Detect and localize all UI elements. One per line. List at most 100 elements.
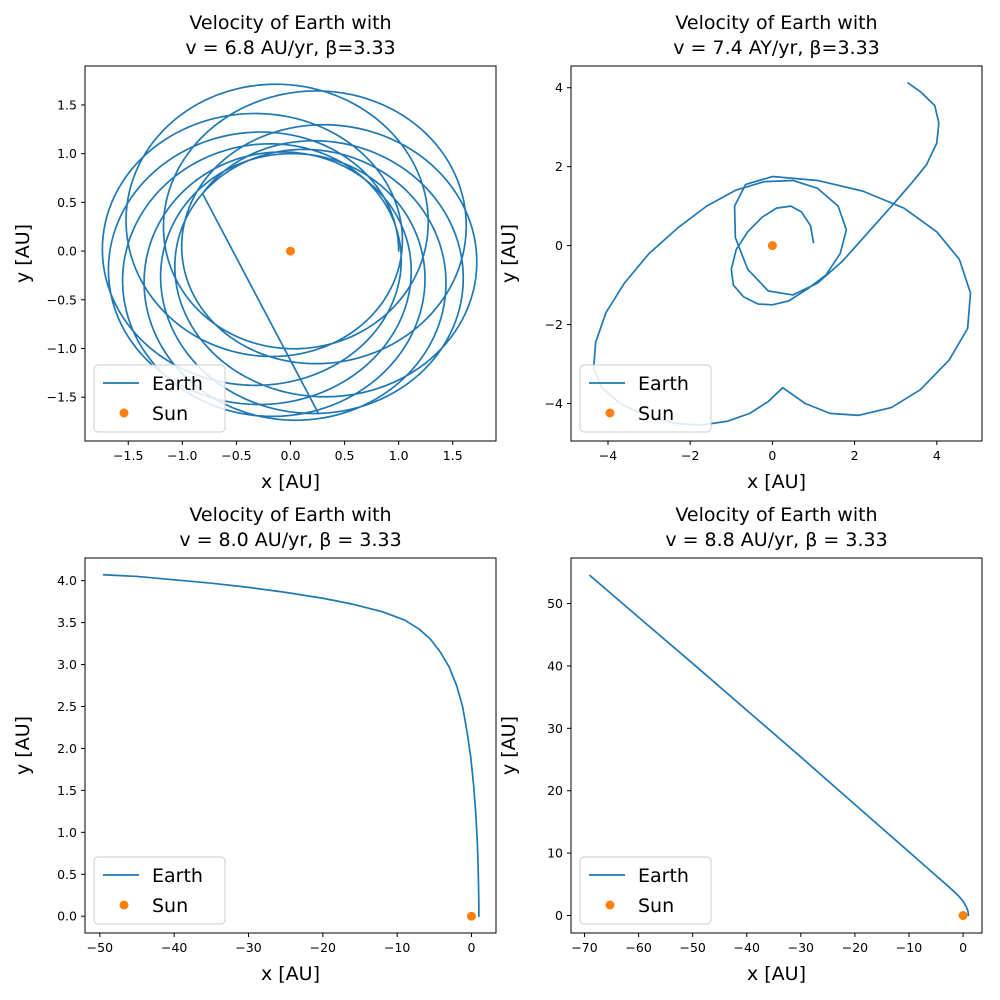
x-tick-label: 0.0 bbox=[281, 448, 301, 463]
sun-marker bbox=[958, 911, 968, 921]
legend: Earth Sun bbox=[93, 856, 226, 925]
x-axis-label: x [AU] bbox=[261, 963, 320, 985]
y-tick-label: 20 bbox=[547, 783, 563, 798]
chart-title-line-1: Velocity of Earth with bbox=[675, 504, 877, 526]
y-tick-label: 3.0 bbox=[57, 657, 77, 672]
y-tick-label: −0.5 bbox=[47, 292, 77, 307]
chart-title-line-1: Velocity of Earth with bbox=[189, 12, 391, 34]
y-tick-label: −1.0 bbox=[47, 341, 77, 356]
legend: Earth Sun bbox=[579, 364, 712, 433]
x-axis-label: x [AU] bbox=[747, 471, 806, 493]
y-tick-label: 10 bbox=[547, 846, 563, 861]
x-tick-label: −40 bbox=[161, 940, 187, 955]
x-tick-label: −20 bbox=[842, 940, 868, 955]
y-tick-label: 0.5 bbox=[57, 195, 77, 210]
x-tick-label: −4 bbox=[599, 448, 617, 463]
legend: Earth Sun bbox=[579, 856, 712, 925]
y-tick-label: 30 bbox=[547, 721, 563, 736]
x-axis-label: x [AU] bbox=[747, 963, 806, 985]
y-tick-label: 1.0 bbox=[57, 146, 77, 161]
axes-frame bbox=[570, 65, 983, 442]
y-tick-label: 40 bbox=[547, 658, 563, 673]
y-tick-label: −4 bbox=[545, 396, 563, 411]
legend-sun-label: Sun bbox=[152, 895, 188, 917]
y-tick-label: 2.5 bbox=[57, 699, 77, 714]
x-tick-label: −2 bbox=[681, 448, 699, 463]
x-tick-label: 1.0 bbox=[389, 448, 409, 463]
y-tick-label: 0.0 bbox=[57, 909, 77, 924]
subplot-top-left: Velocity of Earth with v = 6.8 AU/yr, β=3… bbox=[12, 12, 497, 493]
y-axis-label: y [AU] bbox=[12, 224, 34, 283]
x-tick-label: −0.5 bbox=[221, 448, 251, 463]
chart-title-line-2: v = 8.8 AU/yr, β = 3.33 bbox=[665, 529, 887, 551]
y-tick-label: 4 bbox=[555, 80, 563, 95]
x-tick-label: −40 bbox=[734, 940, 760, 955]
chart-title-line-2: v = 7.4 AY/yr, β=3.33 bbox=[673, 37, 880, 59]
sun-marker bbox=[466, 911, 476, 921]
legend: Earth Sun bbox=[93, 364, 226, 433]
y-tick-label: 0 bbox=[555, 238, 563, 253]
y-tick-label: 1.5 bbox=[57, 97, 77, 112]
axes-frame bbox=[84, 65, 497, 442]
x-tick-label: −1.5 bbox=[113, 448, 143, 463]
legend-sun-swatch bbox=[119, 900, 129, 910]
x-tick-label: 0.5 bbox=[335, 448, 355, 463]
y-axis-label: y [AU] bbox=[498, 716, 520, 775]
earth-trajectory-line bbox=[592, 82, 972, 427]
y-axis-label: y [AU] bbox=[12, 716, 34, 775]
x-tick-label: −50 bbox=[87, 940, 113, 955]
legend-earth-label: Earth bbox=[638, 865, 689, 887]
x-tick-label: −30 bbox=[788, 940, 814, 955]
legend-sun-label: Sun bbox=[638, 895, 674, 917]
subplot-bottom-left: Velocity of Earth with v = 8.0 AU/yr, β =… bbox=[12, 504, 497, 985]
x-tick-label: −1.0 bbox=[167, 448, 197, 463]
sun-marker bbox=[286, 246, 295, 256]
earth-trajectory-line bbox=[102, 573, 480, 918]
y-tick-label: 2 bbox=[555, 159, 563, 174]
subplot-top-right: Velocity of Earth with v = 7.4 AY/yr, β=3… bbox=[498, 12, 983, 493]
subplot-bottom-right: Velocity of Earth with v = 8.8 AU/yr, β =… bbox=[498, 504, 983, 985]
chart-title-line-1: Velocity of Earth with bbox=[189, 504, 391, 526]
legend-earth-label: Earth bbox=[152, 373, 203, 395]
earth-trajectory-line bbox=[589, 574, 970, 917]
x-tick-label: 4 bbox=[933, 448, 941, 463]
x-tick-label: −10 bbox=[384, 940, 410, 955]
sun-marker bbox=[767, 241, 777, 251]
x-tick-label: −20 bbox=[310, 940, 336, 955]
x-tick-label: 0 bbox=[467, 940, 475, 955]
y-tick-label: 0.0 bbox=[57, 244, 77, 259]
y-axis-label: y [AU] bbox=[498, 224, 520, 283]
chart-title-line-2: v = 8.0 AU/yr, β = 3.33 bbox=[179, 529, 401, 551]
chart-title-line-2: v = 6.8 AU/yr, β=3.33 bbox=[185, 37, 395, 59]
x-tick-label: 1.5 bbox=[443, 448, 463, 463]
earth-trajectory-line bbox=[101, 83, 478, 422]
y-tick-label: −2 bbox=[545, 317, 563, 332]
x-tick-label: −60 bbox=[625, 940, 651, 955]
legend-sun-label: Sun bbox=[638, 403, 674, 425]
y-tick-label: −1.5 bbox=[47, 390, 77, 405]
x-tick-label: −50 bbox=[679, 940, 705, 955]
x-tick-label: 0 bbox=[959, 940, 967, 955]
legend-sun-label: Sun bbox=[152, 403, 188, 425]
axes-frame bbox=[570, 557, 983, 934]
y-tick-label: 0.5 bbox=[57, 867, 77, 882]
y-tick-label: 3.5 bbox=[57, 615, 77, 630]
legend-sun-swatch bbox=[605, 900, 615, 910]
x-tick-label: −10 bbox=[896, 940, 922, 955]
legend-sun-swatch bbox=[605, 408, 615, 418]
x-tick-label: 2 bbox=[851, 448, 859, 463]
legend-sun-swatch bbox=[119, 408, 129, 418]
x-tick-label: −30 bbox=[235, 940, 261, 955]
x-tick-label: −70 bbox=[571, 940, 597, 955]
x-tick-label: 0 bbox=[768, 448, 776, 463]
legend-earth-label: Earth bbox=[638, 373, 689, 395]
y-tick-label: 1.5 bbox=[57, 783, 77, 798]
y-tick-label: 2.0 bbox=[57, 741, 77, 756]
y-tick-label: 4.0 bbox=[57, 573, 77, 588]
legend-earth-label: Earth bbox=[152, 865, 203, 887]
y-tick-label: 1.0 bbox=[57, 825, 77, 840]
y-tick-label: 50 bbox=[547, 596, 563, 611]
x-axis-label: x [AU] bbox=[261, 471, 320, 493]
